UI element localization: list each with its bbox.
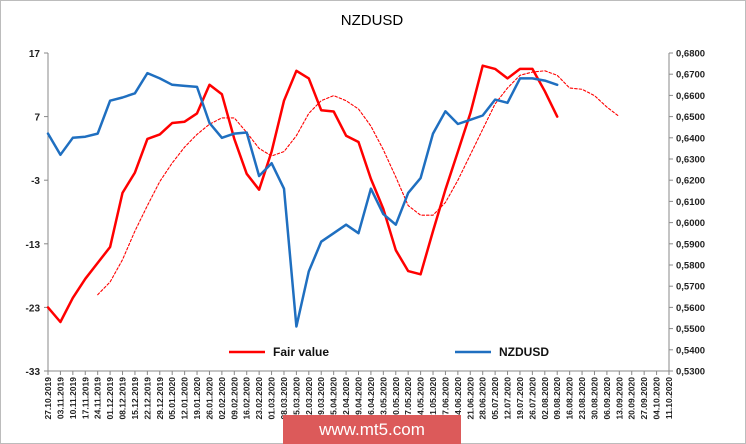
x-tick-label: 07.06.2020 (440, 377, 450, 420)
x-tick-label: 05.04.2020 (329, 377, 339, 420)
x-tick-label: 13.09.2020 (614, 377, 624, 420)
x-tick-label: 23.02.2020 (254, 377, 264, 420)
x-tick-label: 01.12.2019 (105, 377, 115, 420)
right-tick-label: 0,5500 (676, 324, 705, 335)
legend-label: Fair value (273, 345, 329, 359)
x-tick-label: 12.01.2020 (180, 377, 190, 420)
right-tick-label: 0,5600 (676, 303, 705, 314)
x-tick-label: 16.02.2020 (242, 377, 252, 420)
x-tick-label: 03.05.2020 (378, 377, 388, 420)
chart-title: NZDUSD (341, 12, 404, 29)
x-tick-label: 10.05.2020 (391, 377, 401, 420)
right-axis-ticks: 0,6800 0,6700 0,6600 0,6500 0,6400 0,6300 0,62… (669, 49, 705, 378)
x-tick-label: 24.05.2020 (416, 377, 426, 420)
left-tick-label: -33 (26, 367, 41, 378)
x-tick-label: 14.06.2020 (453, 377, 463, 420)
x-tick-label: 15.03.2020 (291, 377, 301, 420)
left-tick-label: -3 (31, 176, 40, 187)
x-tick-label: 05.01.2020 (167, 377, 177, 420)
right-tick-label: 0,6700 (676, 70, 705, 81)
series-line-nzdusd (46, 71, 559, 328)
right-tick-label: 0,6200 (676, 176, 705, 187)
right-tick-label: 0,5800 (676, 261, 705, 272)
x-tick-label: 08.03.2020 (279, 377, 289, 420)
x-tick-label: 06.09.2020 (602, 377, 612, 420)
x-tick-label: 17.11.2019 (80, 377, 90, 419)
x-tick-label: 02.02.2020 (217, 377, 227, 420)
series-line-1-dotted (97, 70, 620, 296)
series-layer (46, 64, 620, 328)
right-tick-label: 0,6600 (676, 91, 705, 102)
series-line-fair-value (46, 64, 559, 324)
right-tick-label: 0,6000 (676, 218, 705, 229)
x-tick-label: 31.05.2020 (428, 377, 438, 420)
x-tick-label: 28.06.2020 (478, 377, 488, 420)
x-tick-label: 26.01.2020 (204, 377, 214, 420)
x-tick-label: 10.11.2019 (68, 377, 78, 419)
x-tick-label: 22.12.2019 (142, 377, 152, 420)
x-tick-label: 11.10.2020 (664, 377, 674, 419)
x-tick-label: 09.02.2020 (229, 377, 239, 420)
right-tick-label: 0,6500 (676, 112, 705, 123)
x-tick-label: 19.07.2020 (515, 377, 525, 420)
x-tick-label: 21.06.2020 (465, 377, 475, 420)
right-tick-label: 0,5300 (676, 367, 705, 378)
x-tick-label: 12.04.2020 (341, 377, 351, 420)
left-tick-label: 7 (34, 113, 40, 124)
x-tick-label: 19.01.2020 (192, 377, 202, 420)
x-tick-label: 16.08.2020 (565, 377, 575, 420)
x-tick-label: 22.03.2020 (304, 377, 314, 420)
x-tick-label: 27.09.2020 (639, 377, 649, 420)
watermark: www.mt5.com (283, 415, 461, 444)
right-tick-label: 0,5700 (676, 282, 705, 293)
x-tick-label: 20.09.2020 (627, 377, 637, 420)
right-tick-label: 0,6400 (676, 133, 705, 144)
left-tick-label: -23 (26, 303, 41, 314)
x-tick-label: 30.08.2020 (589, 377, 599, 420)
axes (47, 53, 670, 372)
left-axis-ticks: 17 7 -3 -13 -23 -33 (26, 49, 48, 378)
x-axis-ticks: 27.10.2019 03.11.2019 10.11.2019 17.11.2019… (43, 371, 674, 420)
right-tick-label: 0,6100 (676, 197, 705, 208)
x-tick-label: 26.04.2020 (366, 377, 376, 420)
right-tick-label: 0,6800 (676, 49, 705, 60)
right-tick-label: 0,6300 (676, 155, 705, 166)
x-tick-label: 29.12.2019 (155, 377, 165, 420)
x-tick-label: 03.11.2019 (55, 377, 65, 419)
x-tick-label: 27.10.2019 (43, 377, 53, 420)
x-tick-label: 09.08.2020 (552, 377, 562, 420)
x-tick-label: 23.08.2020 (577, 377, 587, 420)
x-tick-label: 24.11.2019 (93, 377, 103, 419)
x-tick-label: 15.12.2019 (130, 377, 140, 420)
legend-label: NZDUSD (499, 345, 549, 359)
x-tick-label: 26.07.2020 (527, 377, 537, 420)
x-tick-label: 12.07.2020 (503, 377, 513, 420)
legend: Fair value NZDUSD (229, 345, 549, 359)
left-tick-label: 17 (29, 49, 41, 60)
x-tick-label: 08.12.2019 (118, 377, 128, 420)
x-tick-label: 17.05.2020 (403, 377, 413, 420)
left-tick-label: -13 (26, 240, 41, 251)
x-tick-label: 29.03.2020 (316, 377, 326, 420)
right-tick-label: 0,5900 (676, 239, 705, 250)
x-tick-label: 19.04.2020 (354, 377, 364, 420)
x-tick-label: 05.07.2020 (490, 377, 500, 420)
x-tick-label: 02.08.2020 (540, 377, 550, 420)
x-tick-label: 04.10.2020 (652, 377, 662, 420)
x-tick-label: 01.03.2020 (267, 377, 277, 420)
right-tick-label: 0,5400 (676, 345, 705, 356)
